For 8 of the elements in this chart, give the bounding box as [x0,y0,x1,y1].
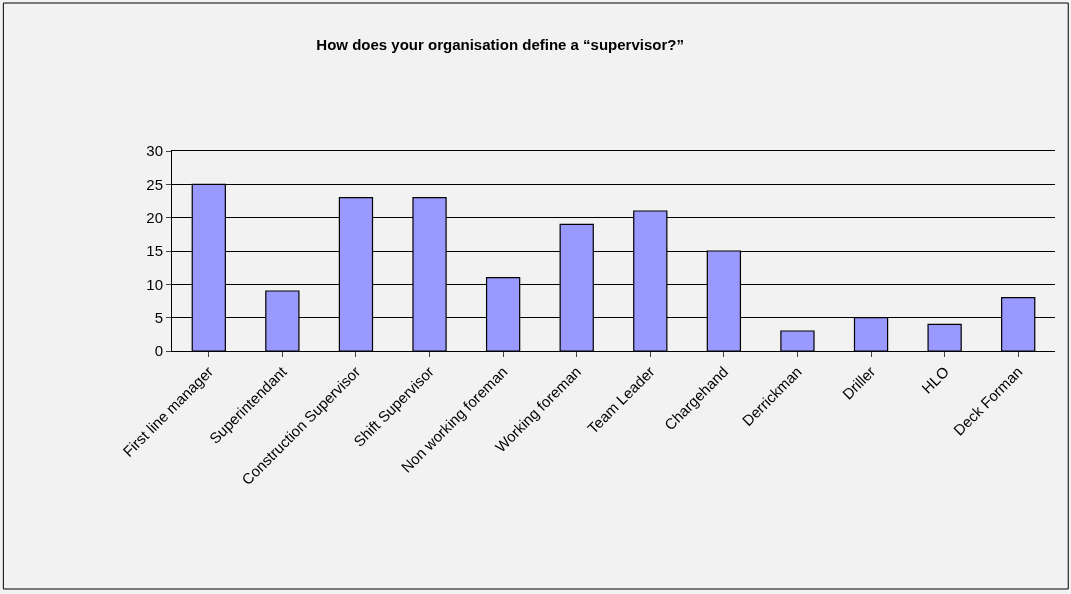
y-tick-label: 0 [154,342,163,360]
chart-title: How does your organisation define a “supervisor?” [316,35,684,53]
y-tick-label: 25 [146,175,163,193]
y-tick-label: 30 [146,142,163,160]
y-tick-label: 15 [146,242,163,260]
y-tick-label: 10 [146,275,163,293]
y-tick-label: 20 [146,208,163,226]
y-tick-label: 5 [154,308,163,326]
